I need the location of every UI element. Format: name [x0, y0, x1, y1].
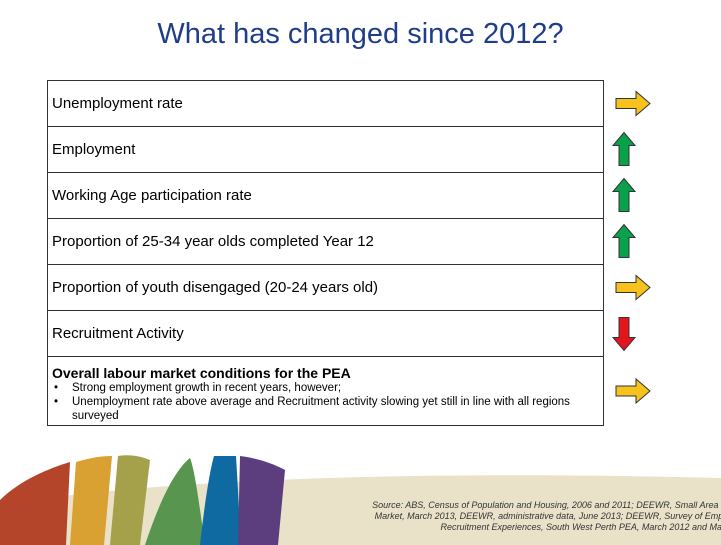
row-label: Unemployment rate	[47, 80, 604, 127]
stripe	[70, 456, 112, 545]
row: Working Age participation rate	[47, 172, 604, 219]
trend-arrow	[615, 90, 651, 117]
summary-cell: Overall labour market conditions for the…	[47, 356, 604, 426]
bullet: Strong employment growth in recent years…	[52, 381, 599, 395]
trend-arrow	[611, 223, 637, 258]
table: Unemployment rate Employment Working Age p…	[47, 80, 604, 426]
title: What has changed since 2012?	[157, 18, 564, 50]
stripe	[110, 455, 150, 545]
trend-arrow	[615, 274, 651, 301]
stripe	[145, 458, 205, 545]
bullet: Unemployment rate above average and Recr…	[52, 395, 599, 423]
row: Proportion of youth disengaged (20-24 ye…	[47, 264, 604, 311]
stripe	[238, 456, 285, 545]
row: Proportion of 25-34 year olds completed …	[47, 218, 604, 265]
trend-arrow	[615, 377, 651, 405]
row: Recruitment Activity	[47, 310, 604, 357]
source-line: Recruitment Experiences, South West Pert…	[440, 522, 721, 532]
summary-heading: Overall labour market conditions for the…	[52, 365, 351, 381]
source-line: Source: ABS, Census of Population and Ho…	[372, 500, 721, 510]
arrows	[611, 90, 651, 405]
row: Unemployment rate	[47, 80, 604, 127]
source-line: Market, March 2013, DEEWR, administrativ…	[374, 511, 721, 521]
row-label: Recruitment Activity	[47, 310, 604, 357]
source: Source: ABS, Census of Population and Ho…	[229, 500, 721, 533]
stripe	[0, 462, 70, 545]
row-label: Employment	[47, 126, 604, 173]
row: Employment	[47, 126, 604, 173]
stripe	[200, 456, 240, 545]
row-label: Working Age participation rate	[47, 172, 604, 219]
bullet-list: Strong employment growth in recent years…	[52, 381, 599, 423]
trend-arrow	[611, 177, 637, 212]
trend-arrow	[611, 131, 637, 166]
summary-row: Overall labour market conditions for the…	[47, 356, 604, 426]
trend-arrow	[611, 317, 637, 352]
row-label: Proportion of youth disengaged (20-24 ye…	[47, 264, 604, 311]
row-label: Proportion of 25-34 year olds completed …	[47, 218, 604, 265]
